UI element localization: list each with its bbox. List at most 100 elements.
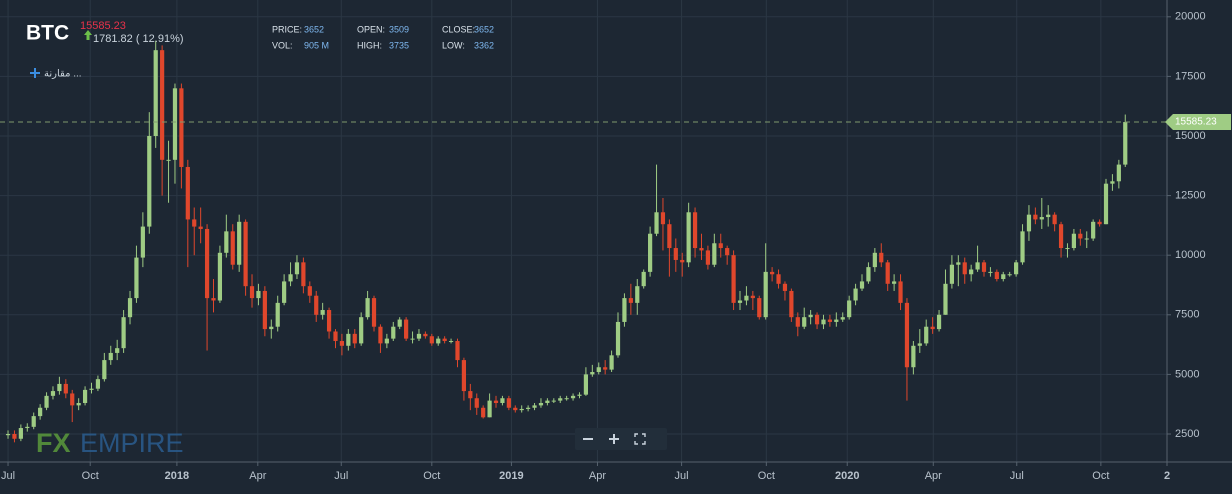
candle-body (82, 389, 88, 403)
x-tick-label: Apr (249, 470, 266, 482)
candle-body (282, 281, 287, 303)
candle-body (847, 300, 852, 318)
zoom-in[interactable] (609, 434, 619, 444)
y-tick-label: 10000 (1175, 249, 1206, 261)
candle-body (448, 341, 454, 343)
candle-body (513, 407, 518, 411)
candle-body (538, 402, 544, 406)
candle-body (500, 398, 505, 403)
x-tick-label: 2020 (835, 470, 859, 482)
candle-body (333, 331, 338, 342)
field-value: 3362 (474, 40, 494, 50)
fullscreen[interactable] (634, 433, 646, 445)
candle-body (705, 250, 711, 265)
candle-body (936, 314, 942, 330)
compare[interactable]: مقارنة ... (44, 69, 82, 80)
candle-body (551, 400, 556, 402)
candle-body (198, 226, 203, 229)
candle-body (680, 259, 685, 263)
candle-body (204, 228, 210, 299)
candle-body (872, 252, 877, 268)
candle-body (192, 219, 197, 227)
candle-body (1007, 274, 1012, 276)
candle-body (692, 212, 698, 249)
candle-body (339, 341, 345, 346)
candle-body (275, 302, 280, 327)
candle-body (1001, 274, 1006, 280)
candle-body (609, 355, 614, 370)
candle-body (262, 290, 267, 330)
x-tick-label: Jul (1010, 470, 1024, 482)
candle-body (314, 295, 319, 315)
candle-body (840, 317, 845, 320)
candle-body (782, 283, 788, 291)
candle-body (564, 398, 569, 400)
candle-body (115, 348, 120, 353)
candle-body (814, 314, 820, 325)
last-price: 15585.23 (80, 20, 126, 32)
up-arrow (84, 30, 92, 40)
candle-body (70, 393, 75, 406)
candle-body (1103, 183, 1109, 225)
candle-body (506, 398, 511, 408)
candle-body (493, 400, 499, 403)
candle-body (628, 298, 633, 303)
candle-body (712, 243, 717, 265)
candle-body (185, 166, 190, 220)
candle-body (416, 333, 422, 339)
candle-body (474, 398, 479, 408)
candle-body (859, 281, 865, 289)
candle-body (1078, 233, 1083, 239)
candles (0, 40, 1167, 443)
candle-body (307, 286, 312, 296)
candle-body (140, 226, 145, 258)
candle-body (770, 271, 775, 275)
candle-body (577, 394, 582, 396)
field-value: 905 M (304, 40, 329, 50)
x-tick-label: 2018 (165, 470, 189, 482)
candle-body (737, 300, 743, 303)
candle-body (776, 274, 781, 284)
candle-body (423, 333, 428, 337)
candle-body (911, 345, 916, 368)
candle-body (468, 391, 473, 399)
y-tick-label: 7500 (1175, 309, 1199, 321)
candle-body (558, 398, 563, 401)
candle-body (147, 135, 152, 227)
candle-body (795, 317, 800, 327)
candle-body (359, 317, 364, 344)
candle-body (718, 243, 723, 249)
candle-body (969, 269, 974, 275)
y-tick-label: 2500 (1175, 428, 1199, 440)
candle-body (988, 271, 993, 273)
candle-body (249, 286, 255, 299)
candle-body (975, 262, 980, 270)
candle-body (526, 407, 531, 409)
candle-body (596, 367, 601, 373)
candle-body (391, 326, 396, 339)
candle-body (744, 295, 749, 301)
candle-body (429, 336, 434, 344)
candle-body (63, 383, 68, 394)
candle-body (1071, 233, 1076, 249)
candle-body (1052, 214, 1057, 225)
candle-body (648, 233, 653, 272)
candle-body (898, 281, 903, 303)
candle-body (583, 374, 589, 395)
candle-body (166, 159, 171, 161)
plus-icon[interactable] (30, 68, 40, 78)
candle-body (25, 426, 30, 429)
candle-body (1039, 217, 1044, 220)
change: 1781.82 ( 12.91%) (93, 33, 184, 45)
candle-body (230, 231, 235, 265)
field-label: PRICE: (272, 24, 302, 34)
candle-body (217, 252, 223, 301)
candle-body (1020, 231, 1025, 263)
candle-body (1110, 181, 1115, 184)
candle-body (519, 408, 524, 411)
x-tick-label: Jul (334, 470, 348, 482)
y-tick-label: 20000 (1175, 11, 1206, 23)
candle-body (570, 395, 576, 399)
x-tick-label: 2 (1164, 470, 1170, 482)
